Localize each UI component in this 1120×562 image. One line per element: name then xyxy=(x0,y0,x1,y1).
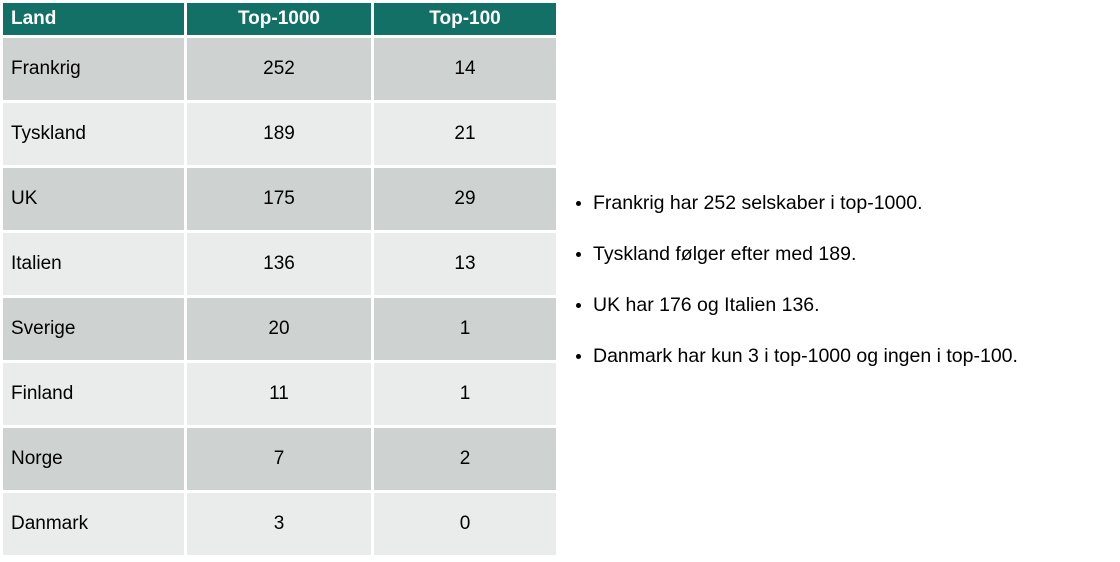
bullet-icon xyxy=(576,302,581,308)
cell-top100: 0 xyxy=(374,493,556,555)
table-row: Norge 7 2 xyxy=(3,428,556,490)
cell-top100: 21 xyxy=(374,103,556,165)
bullet-text: Danmark har kun 3 i top-1000 og ingen i … xyxy=(593,344,1018,367)
list-item: UK har 176 og Italien 136. xyxy=(570,293,1018,317)
cell-land: Sverige xyxy=(3,298,184,360)
table-row: Italien 136 13 xyxy=(3,233,556,295)
bullet-icon xyxy=(576,200,581,206)
table-header-top1000: Top-1000 xyxy=(187,3,371,35)
country-ranking-table: Land Top-1000 Top-100 Frankrig 252 14 Ty… xyxy=(0,0,559,558)
table-row: Sverige 20 1 xyxy=(3,298,556,360)
cell-top1000: 3 xyxy=(187,493,371,555)
table-row: Tyskland 189 21 xyxy=(3,103,556,165)
summary-bullet-list: Frankrig har 252 selskaber i top-1000. T… xyxy=(570,191,1018,395)
bullet-text: Frankrig har 252 selskaber i top-1000. xyxy=(593,191,923,214)
cell-top1000: 175 xyxy=(187,168,371,230)
table-row: Danmark 3 0 xyxy=(3,493,556,555)
cell-top100: 1 xyxy=(374,298,556,360)
cell-land: Norge xyxy=(3,428,184,490)
cell-top1000: 189 xyxy=(187,103,371,165)
cell-top1000: 20 xyxy=(187,298,371,360)
cell-top100: 2 xyxy=(374,428,556,490)
bullet-icon xyxy=(576,251,581,257)
cell-land: Finland xyxy=(3,363,184,425)
cell-top1000: 11 xyxy=(187,363,371,425)
bullet-text: UK har 176 og Italien 136. xyxy=(593,293,820,316)
list-item: Danmark har kun 3 i top-1000 og ingen i … xyxy=(570,344,1018,368)
bullet-icon xyxy=(576,353,581,359)
cell-top100: 14 xyxy=(374,38,556,100)
cell-land: UK xyxy=(3,168,184,230)
table-header-top100: Top-100 xyxy=(374,3,556,35)
cell-top1000: 252 xyxy=(187,38,371,100)
list-item: Tyskland følger efter med 189. xyxy=(570,242,1018,266)
cell-land: Italien xyxy=(3,233,184,295)
bullet-text: Tyskland følger efter med 189. xyxy=(593,242,857,265)
cell-top100: 29 xyxy=(374,168,556,230)
table-header-row: Land Top-1000 Top-100 xyxy=(3,3,556,35)
cell-land: Frankrig xyxy=(3,38,184,100)
table-row: UK 175 29 xyxy=(3,168,556,230)
cell-land: Danmark xyxy=(3,493,184,555)
cell-top100: 13 xyxy=(374,233,556,295)
cell-top100: 1 xyxy=(374,363,556,425)
table-header-land: Land xyxy=(3,3,184,35)
table-row: Finland 11 1 xyxy=(3,363,556,425)
list-item: Frankrig har 252 selskaber i top-1000. xyxy=(570,191,1018,215)
cell-top1000: 136 xyxy=(187,233,371,295)
table-row: Frankrig 252 14 xyxy=(3,38,556,100)
cell-top1000: 7 xyxy=(187,428,371,490)
cell-land: Tyskland xyxy=(3,103,184,165)
